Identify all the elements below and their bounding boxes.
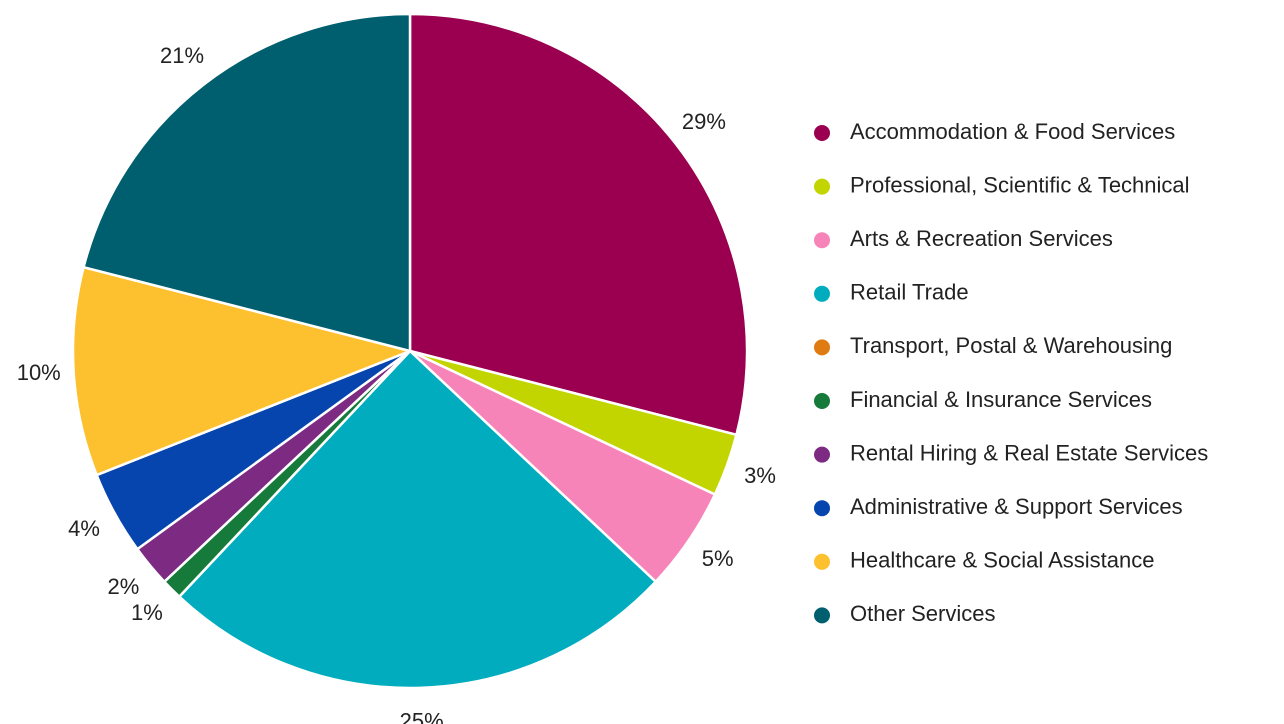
legend-marker (814, 285, 830, 302)
legend-marker (814, 607, 830, 624)
legend-marker (814, 553, 830, 570)
legend-label: Rental Hiring & Real Estate Services (850, 440, 1208, 465)
legend-label: Transport, Postal & Warehousing (850, 333, 1172, 358)
legend-marker (814, 339, 830, 356)
pie-slice (82, 12, 412, 353)
pie-slice (177, 349, 658, 690)
data-label: 21% (160, 43, 204, 68)
legend-label: Retail Trade (850, 280, 969, 305)
data-label: 25% (400, 709, 444, 724)
legend-marker (814, 232, 830, 249)
data-label: 1% (131, 600, 163, 625)
pie-slice (408, 12, 749, 437)
data-label: 29% (682, 109, 726, 134)
data-label: 3% (744, 463, 776, 488)
data-label: 5% (702, 546, 734, 571)
data-label: 2% (107, 574, 139, 599)
legend-marker (814, 446, 830, 463)
legend-marker (814, 500, 830, 517)
data-label: 10% (17, 360, 61, 385)
legend-label: Accommodation & Food Services (850, 119, 1175, 144)
legend-label: Financial & Insurance Services (850, 387, 1152, 412)
legend-marker (814, 125, 830, 141)
legend-marker (814, 178, 830, 195)
data-label: 4% (68, 516, 100, 541)
legend-label: Healthcare & Social Assistance (850, 548, 1155, 573)
pie-slice (71, 265, 415, 477)
legend-label: Administrative & Support Services (850, 494, 1183, 519)
legend-marker (814, 393, 830, 409)
legend-label: Other Services (850, 601, 996, 626)
legend-label: Professional, Scientific & Technical (850, 172, 1190, 197)
legend-label: Arts & Recreation Services (850, 226, 1113, 251)
